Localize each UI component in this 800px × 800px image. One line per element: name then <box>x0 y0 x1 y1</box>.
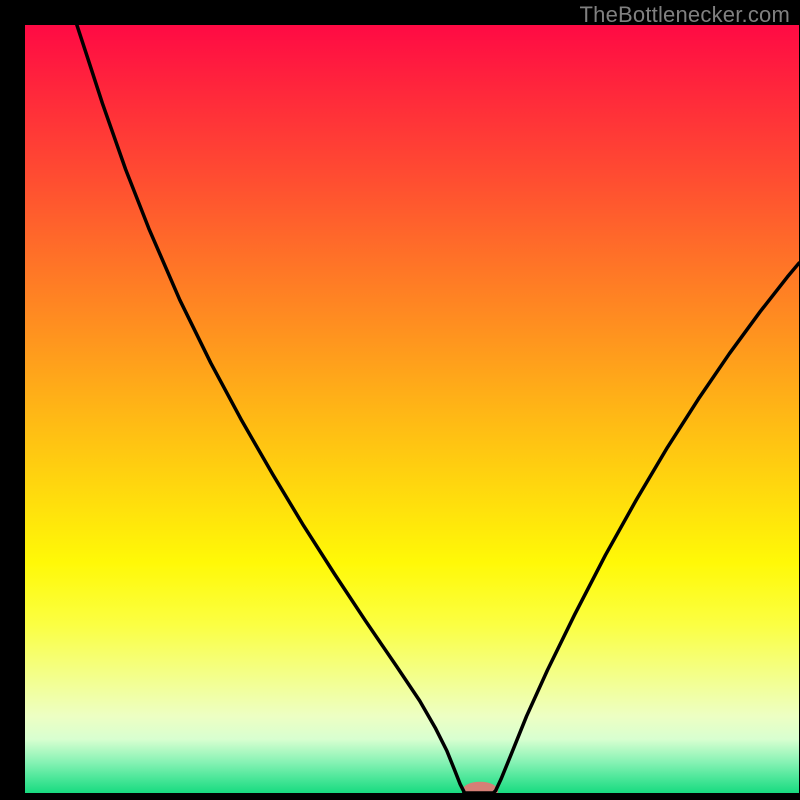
watermark-text: TheBottlenecker.com <box>580 2 790 28</box>
bottleneck-chart <box>0 0 800 800</box>
optimal-point-marker <box>462 782 498 800</box>
chart-frame: TheBottlenecker.com <box>0 0 800 800</box>
chart-background <box>25 25 799 793</box>
